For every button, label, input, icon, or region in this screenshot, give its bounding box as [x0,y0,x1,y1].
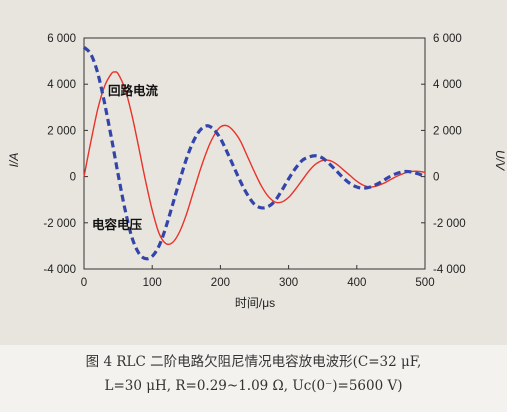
y-tick-label-left: -2 000 [43,218,76,230]
x-tick-label: 300 [279,277,298,289]
y-tick-label-left: 2 000 [47,125,76,137]
annotation-voltage: 电容电压 [92,217,143,232]
annotation-current: 回路电流 [108,83,159,98]
series-line-voltage [82,46,426,261]
x-tick-label: 100 [143,277,162,289]
x-tick-label: 500 [415,277,434,289]
y-tick-label-left: 0 [70,172,76,184]
x-tick-label: 400 [347,277,366,289]
caption-line-2: L=30 μH, R=0.29~1.09 Ω, Uc(0⁻)=5600 V) [104,378,403,394]
y-tick-label-right: -4 000 [433,264,466,276]
y-tick-label-right: 6 000 [433,33,462,45]
figure-caption: 图 4 RLC 二阶电路欠阻尼情况电容放电波形(C=32 μF, L=30 μH… [0,350,507,398]
y-tick-label-right: 0 [433,172,439,184]
caption-line-1: 图 4 RLC 二阶电路欠阻尼情况电容放电波形(C=32 μF, [85,354,422,370]
tick-marks [83,37,426,270]
y-axis-left-label: I/A [7,153,21,168]
chart-area: 6 000 4 000 2 000 0 -2 000 -4 000 6 000 4 000 2 … [0,0,507,345]
tick-labels: 6 000 4 000 2 000 0 -2 000 -4 000 6 000 4 000 2 … [43,33,465,289]
waveform-chart: 6 000 4 000 2 000 0 -2 000 -4 000 6 000 4 000 2 … [7,33,507,310]
y-tick-label-left: 6 000 [47,33,76,45]
y-tick-label-left: 4 000 [47,79,76,91]
plot-frame [83,37,426,270]
x-axis-label: 时间/μs [235,296,275,310]
y-tick-label-right: -2 000 [433,218,466,230]
series-lines [82,46,426,261]
x-tick-label: 200 [211,277,230,289]
y-tick-label-left: -4 000 [43,264,76,276]
y-axis-right-label: U/V [493,150,507,171]
y-tick-label-right: 2 000 [433,125,462,137]
x-tick-label: 0 [81,277,87,289]
y-tick-label-right: 4 000 [433,79,462,91]
